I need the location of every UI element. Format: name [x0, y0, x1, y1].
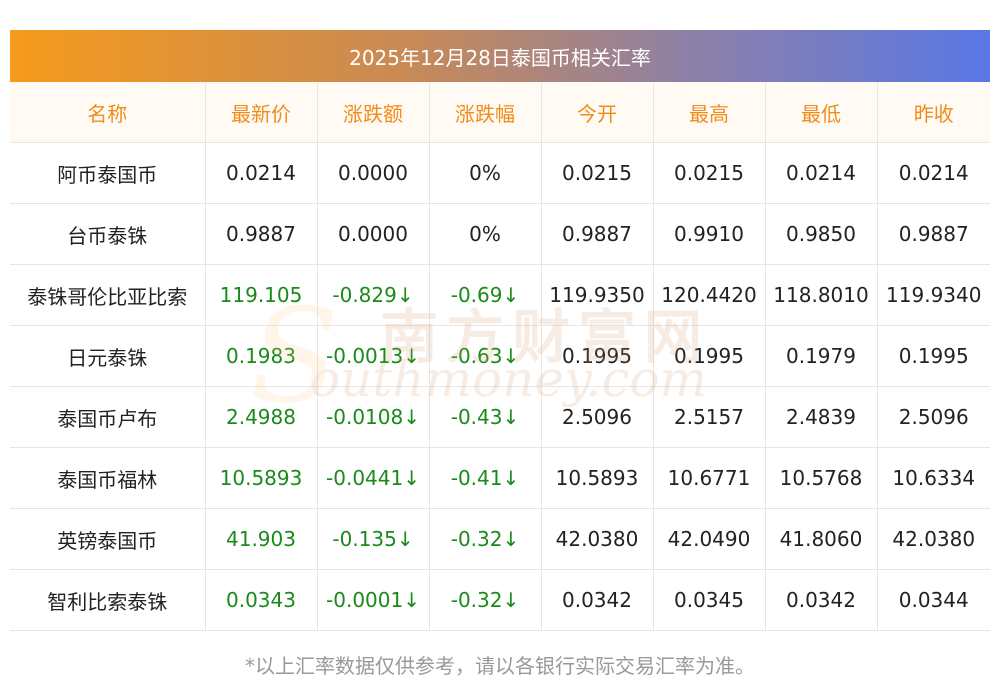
cell-open: 0.0342 [541, 569, 654, 631]
cell-name: 日元泰铢 [10, 325, 206, 387]
table-header-row: 名称 最新价 涨跌额 涨跌幅 今开 最高 最低 昨收 [10, 82, 990, 143]
cell-change: 0.0000 [317, 203, 430, 265]
cell-change: -0.0013↓ [317, 325, 430, 387]
cell-open: 0.9887 [541, 203, 654, 265]
cell-open: 42.0380 [541, 508, 654, 570]
cell-low: 0.1979 [765, 325, 878, 387]
cell-name: 英镑泰国币 [10, 508, 206, 570]
cell-change: -0.0001↓ [317, 569, 430, 631]
column-header-change-pct: 涨跌幅 [429, 82, 542, 143]
cell-prev-close: 0.1995 [877, 325, 990, 387]
cell-open: 2.5096 [541, 386, 654, 448]
cell-change-pct: 0% [429, 142, 542, 204]
cell-open: 119.9350 [541, 264, 654, 326]
cell-latest: 0.1983 [205, 325, 318, 387]
column-header-latest: 最新价 [205, 82, 318, 143]
cell-name: 台币泰铢 [10, 203, 206, 265]
cell-latest: 41.903 [205, 508, 318, 570]
table-row: 泰国币福林 10.5893 -0.0441↓ -0.41↓ 10.5893 10.6771… [10, 447, 990, 509]
cell-low: 0.0342 [765, 569, 878, 631]
cell-change: -0.0441↓ [317, 447, 430, 509]
cell-latest: 119.105 [205, 264, 318, 326]
cell-low: 118.8010 [765, 264, 878, 326]
column-header-change: 涨跌额 [317, 82, 430, 143]
cell-low: 10.5768 [765, 447, 878, 509]
cell-name: 智利比索泰铢 [10, 569, 206, 631]
table-row: 泰铢哥伦比亚比索 119.105 -0.829↓ -0.69↓ 119.9350 120.… [10, 264, 990, 326]
cell-high: 42.0490 [653, 508, 766, 570]
cell-name: 泰铢哥伦比亚比索 [10, 264, 206, 326]
cell-low: 2.4839 [765, 386, 878, 448]
table-row: 日元泰铢 0.1983 -0.0013↓ -0.63↓ 0.1995 0.1995 0.19… [10, 325, 990, 387]
cell-prev-close: 2.5096 [877, 386, 990, 448]
column-header-high: 最高 [653, 82, 766, 143]
cell-change-pct: -0.32↓ [429, 508, 542, 570]
cell-change: 0.0000 [317, 142, 430, 204]
cell-name: 阿币泰国币 [10, 142, 206, 204]
column-header-name: 名称 [10, 82, 206, 143]
cell-latest: 10.5893 [205, 447, 318, 509]
cell-high: 0.1995 [653, 325, 766, 387]
exchange-rate-table: 名称 最新价 涨跌额 涨跌幅 今开 最高 最低 昨收 阿币泰国币 0.0214 0.… [10, 82, 990, 631]
cell-latest: 0.0214 [205, 142, 318, 204]
cell-change: -0.135↓ [317, 508, 430, 570]
cell-low: 41.8060 [765, 508, 878, 570]
cell-high: 0.0345 [653, 569, 766, 631]
cell-high: 120.4420 [653, 264, 766, 326]
cell-high: 0.9910 [653, 203, 766, 265]
cell-latest: 0.9887 [205, 203, 318, 265]
cell-change-pct: -0.32↓ [429, 569, 542, 631]
column-header-low: 最低 [765, 82, 878, 143]
cell-high: 10.6771 [653, 447, 766, 509]
footnote: *以上汇率数据仅供参考，请以各银行实际交易汇率为准。 [245, 654, 755, 678]
cell-change-pct: -0.43↓ [429, 386, 542, 448]
cell-name: 泰国币卢布 [10, 386, 206, 448]
cell-change-pct: -0.63↓ [429, 325, 542, 387]
cell-change-pct: 0% [429, 203, 542, 265]
cell-prev-close: 119.9340 [877, 264, 990, 326]
cell-low: 0.9850 [765, 203, 878, 265]
cell-low: 0.0214 [765, 142, 878, 204]
cell-change-pct: -0.41↓ [429, 447, 542, 509]
cell-latest: 2.4988 [205, 386, 318, 448]
table-row: 智利比索泰铢 0.0343 -0.0001↓ -0.32↓ 0.0342 0.0345 0.… [10, 569, 990, 631]
cell-open: 10.5893 [541, 447, 654, 509]
cell-change: -0.0108↓ [317, 386, 430, 448]
page-title: 2025年12月28日泰国币相关汇率 [10, 30, 990, 82]
cell-change-pct: -0.69↓ [429, 264, 542, 326]
cell-high: 0.0215 [653, 142, 766, 204]
cell-prev-close: 0.0214 [877, 142, 990, 204]
column-header-prev-close: 昨收 [877, 82, 990, 143]
cell-name: 泰国币福林 [10, 447, 206, 509]
column-header-open: 今开 [541, 82, 654, 143]
cell-prev-close: 0.9887 [877, 203, 990, 265]
cell-change: -0.829↓ [317, 264, 430, 326]
cell-open: 0.0215 [541, 142, 654, 204]
table-row: 英镑泰国币 41.903 -0.135↓ -0.32↓ 42.0380 42.0490 41… [10, 508, 990, 570]
table-row: 台币泰铢 0.9887 0.0000 0% 0.9887 0.9910 0.9850 0.98… [10, 203, 990, 265]
cell-latest: 0.0343 [205, 569, 318, 631]
table-row: 阿币泰国币 0.0214 0.0000 0% 0.0215 0.0215 0.0214 0.0… [10, 142, 990, 204]
cell-high: 2.5157 [653, 386, 766, 448]
table-row: 泰国币卢布 2.4988 -0.0108↓ -0.43↓ 2.5096 2.5157 2.4… [10, 386, 990, 448]
cell-prev-close: 10.6334 [877, 447, 990, 509]
cell-prev-close: 42.0380 [877, 508, 990, 570]
cell-open: 0.1995 [541, 325, 654, 387]
cell-prev-close: 0.0344 [877, 569, 990, 631]
